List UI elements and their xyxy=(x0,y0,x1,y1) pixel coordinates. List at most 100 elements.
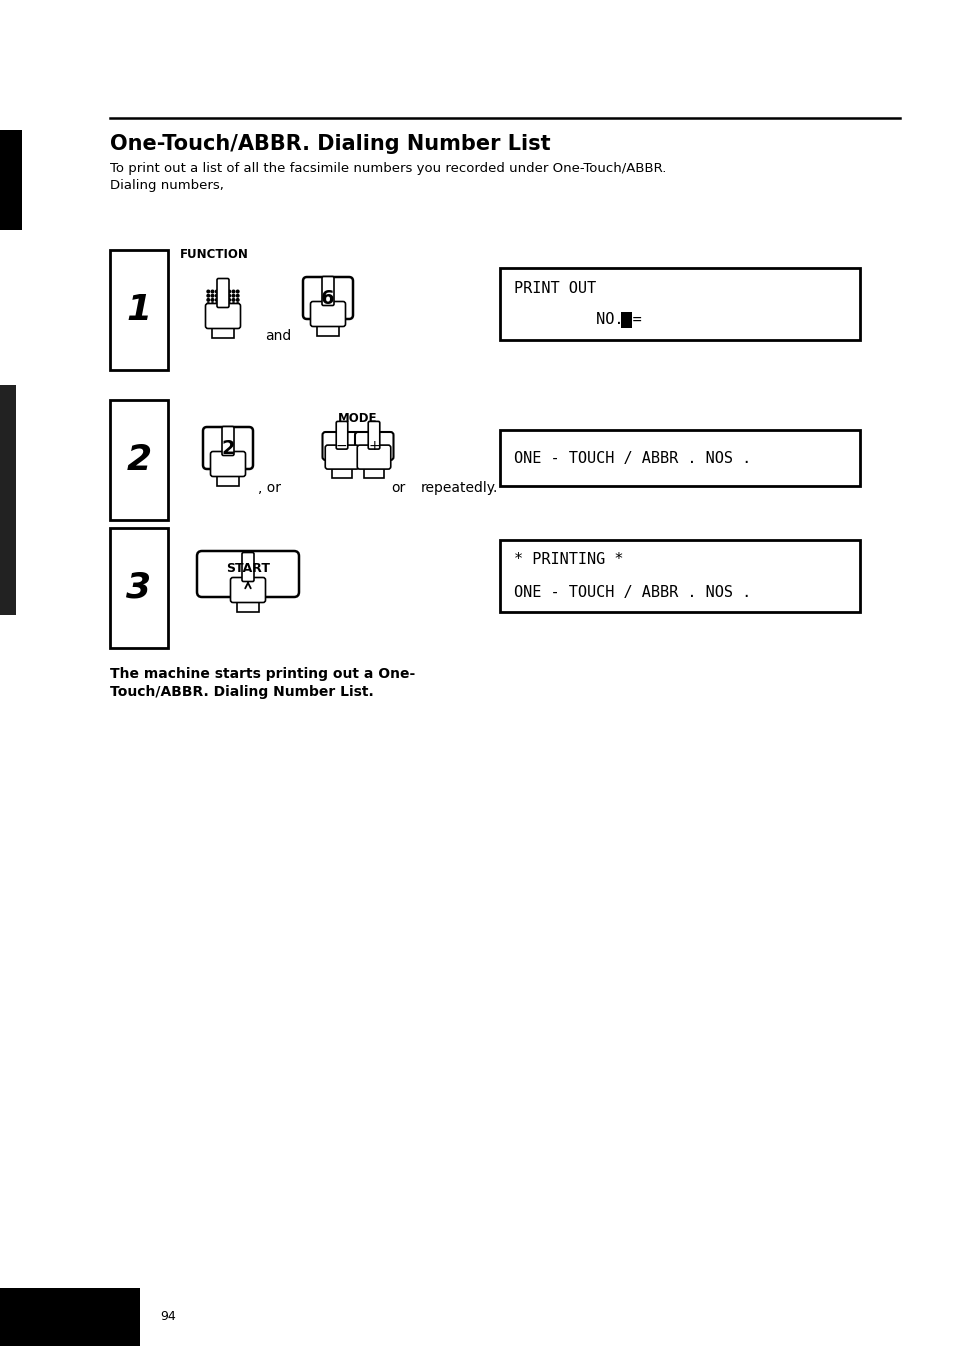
Text: 3: 3 xyxy=(127,571,152,604)
Circle shape xyxy=(236,311,239,314)
Text: and: and xyxy=(265,328,291,343)
Circle shape xyxy=(232,303,234,306)
Text: 2: 2 xyxy=(221,439,234,458)
Circle shape xyxy=(219,303,222,306)
Circle shape xyxy=(224,303,226,306)
Circle shape xyxy=(219,299,222,302)
Circle shape xyxy=(211,299,213,302)
Text: MODE: MODE xyxy=(338,412,377,425)
Circle shape xyxy=(207,295,210,297)
Circle shape xyxy=(224,307,226,310)
Circle shape xyxy=(219,311,222,314)
Circle shape xyxy=(236,299,239,302)
FancyBboxPatch shape xyxy=(203,427,253,468)
FancyBboxPatch shape xyxy=(325,446,358,470)
Bar xyxy=(110,400,168,520)
Bar xyxy=(316,324,338,336)
Circle shape xyxy=(219,307,222,310)
Circle shape xyxy=(228,291,231,293)
Bar xyxy=(110,528,168,647)
Text: −: − xyxy=(335,439,347,454)
Circle shape xyxy=(224,311,226,314)
Text: One-Touch/ABBR. Dialing Number List: One-Touch/ABBR. Dialing Number List xyxy=(110,135,550,153)
Text: 94: 94 xyxy=(160,1310,175,1323)
Circle shape xyxy=(215,303,218,306)
Circle shape xyxy=(232,311,234,314)
Circle shape xyxy=(215,291,218,293)
Bar xyxy=(499,268,859,341)
FancyBboxPatch shape xyxy=(242,552,253,581)
Circle shape xyxy=(232,291,234,293)
Circle shape xyxy=(211,311,213,314)
Bar xyxy=(499,429,859,486)
Circle shape xyxy=(207,291,210,293)
Bar xyxy=(0,385,16,615)
FancyBboxPatch shape xyxy=(205,303,240,328)
Circle shape xyxy=(224,299,226,302)
Circle shape xyxy=(219,291,222,293)
Bar xyxy=(0,1288,140,1346)
Circle shape xyxy=(228,299,231,302)
Circle shape xyxy=(207,299,210,302)
Circle shape xyxy=(232,299,234,302)
Bar xyxy=(363,467,384,478)
Text: 1: 1 xyxy=(127,293,152,327)
Bar xyxy=(332,467,352,478)
Text: The machine starts printing out a One-: The machine starts printing out a One- xyxy=(110,668,415,681)
Text: repeatedly.: repeatedly. xyxy=(420,481,497,495)
Text: +: + xyxy=(368,439,379,454)
Text: , or: , or xyxy=(257,481,281,495)
Circle shape xyxy=(224,291,226,293)
Circle shape xyxy=(236,303,239,306)
Bar xyxy=(0,131,22,230)
Circle shape xyxy=(219,295,222,297)
Bar xyxy=(110,250,168,370)
Circle shape xyxy=(228,311,231,314)
Circle shape xyxy=(215,307,218,310)
Text: To print out a list of all the facsimile numbers you recorded under One-Touch/AB: To print out a list of all the facsimile… xyxy=(110,162,666,175)
Circle shape xyxy=(215,295,218,297)
Circle shape xyxy=(211,307,213,310)
Bar xyxy=(620,312,631,328)
FancyBboxPatch shape xyxy=(355,432,393,460)
FancyBboxPatch shape xyxy=(196,551,298,598)
FancyBboxPatch shape xyxy=(368,421,379,450)
Text: START: START xyxy=(226,561,270,575)
Text: ONE - TOUCH / ABBR . NOS .: ONE - TOUCH / ABBR . NOS . xyxy=(514,586,750,600)
Circle shape xyxy=(215,299,218,302)
FancyBboxPatch shape xyxy=(356,446,391,470)
Bar xyxy=(216,474,239,486)
FancyBboxPatch shape xyxy=(322,276,334,306)
Text: PRINT OUT: PRINT OUT xyxy=(514,281,596,296)
FancyBboxPatch shape xyxy=(322,432,360,460)
Bar xyxy=(236,600,258,612)
Circle shape xyxy=(228,303,231,306)
Circle shape xyxy=(236,295,239,297)
Text: NO. =: NO. = xyxy=(514,312,641,327)
Circle shape xyxy=(224,295,226,297)
Circle shape xyxy=(232,307,234,310)
Circle shape xyxy=(207,311,210,314)
Circle shape xyxy=(211,303,213,306)
Text: Dialing numbers,: Dialing numbers, xyxy=(110,179,224,192)
Circle shape xyxy=(236,307,239,310)
Circle shape xyxy=(215,311,218,314)
FancyBboxPatch shape xyxy=(335,421,348,450)
Text: Touch/ABBR. Dialing Number List.: Touch/ABBR. Dialing Number List. xyxy=(110,685,374,699)
FancyBboxPatch shape xyxy=(216,279,229,307)
Circle shape xyxy=(207,307,210,310)
Text: 6: 6 xyxy=(321,288,335,307)
Circle shape xyxy=(232,295,234,297)
FancyBboxPatch shape xyxy=(211,451,245,476)
Text: ONE - TOUCH / ABBR . NOS .: ONE - TOUCH / ABBR . NOS . xyxy=(514,451,750,466)
Text: * PRINTING *: * PRINTING * xyxy=(514,552,623,567)
Bar xyxy=(499,540,859,612)
Circle shape xyxy=(228,295,231,297)
FancyBboxPatch shape xyxy=(303,277,353,319)
FancyBboxPatch shape xyxy=(222,427,233,455)
FancyBboxPatch shape xyxy=(310,302,345,327)
Circle shape xyxy=(236,291,239,293)
Text: 2: 2 xyxy=(127,443,152,476)
Circle shape xyxy=(211,295,213,297)
Text: FUNCTION: FUNCTION xyxy=(180,248,249,261)
